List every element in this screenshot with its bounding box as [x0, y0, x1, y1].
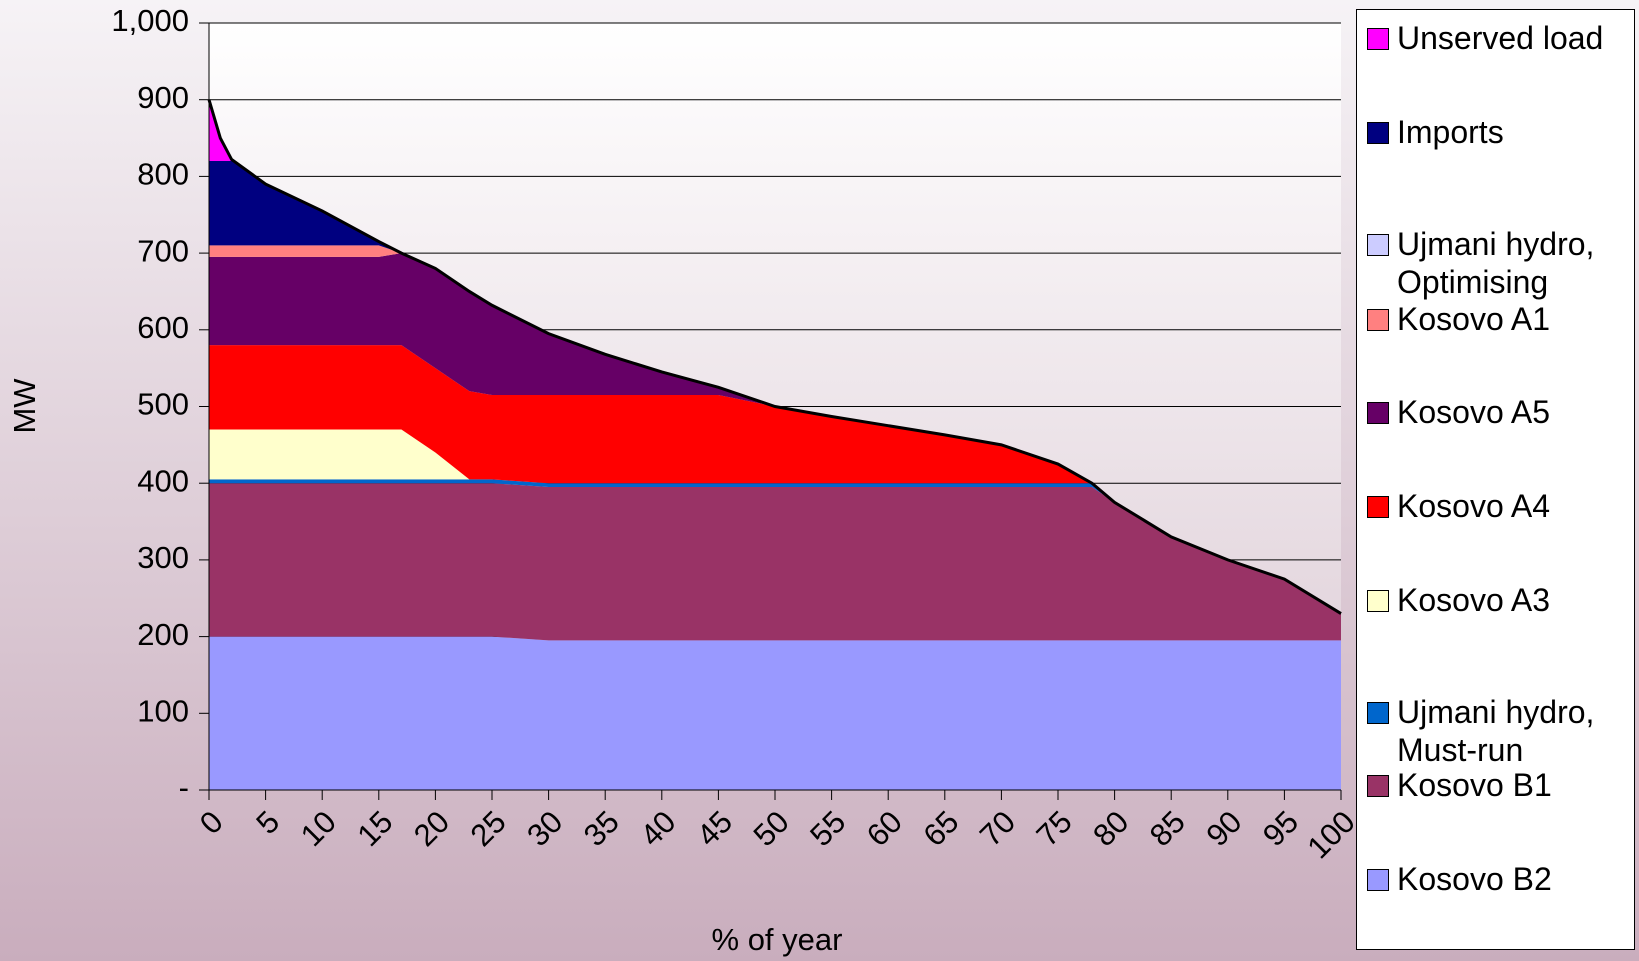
x-axis-label: % of year [712, 922, 843, 957]
y-tick-label: 300 [137, 540, 189, 575]
x-tick-label: 40 [633, 804, 682, 853]
legend-label: Kosovo A1 [1397, 301, 1550, 337]
x-tick-label: 30 [520, 804, 569, 853]
legend-label: Kosovo B1 [1397, 767, 1552, 803]
x-tick-label: 90 [1199, 804, 1248, 853]
x-tick-label: 20 [407, 804, 456, 853]
x-tick-label: 35 [577, 804, 626, 853]
x-tick-label: 15 [350, 804, 399, 853]
legend-label: Unserved load [1397, 20, 1604, 56]
x-tick-label: 80 [1086, 804, 1135, 853]
legend: Unserved load Imports Ujmani hydro, Optimi… [1356, 9, 1635, 950]
x-tick-label: 75 [1030, 804, 1079, 853]
legend-swatch [1367, 869, 1389, 891]
y-tick-label: 100 [137, 693, 189, 728]
y-tick-label: - [179, 770, 189, 805]
legend-label: Kosovo B2 [1397, 861, 1552, 897]
legend-entry: Kosovo B1 [1367, 766, 1635, 804]
legend-swatch [1367, 309, 1389, 331]
x-tick-label: 55 [803, 804, 852, 853]
area [209, 345, 1341, 614]
legend-entry: Ujmani hydro, Must-run [1367, 693, 1635, 769]
area [209, 636, 1341, 790]
y-tick-label: 500 [137, 387, 189, 422]
area [209, 483, 1341, 641]
legend-swatch [1367, 28, 1389, 50]
legend-label: Kosovo A3 [1397, 582, 1550, 618]
y-tick-label: 800 [137, 157, 189, 192]
legend-entry: Unserved load [1367, 19, 1635, 57]
x-tick-label: 65 [916, 804, 965, 853]
legend-entry: Ujmani hydro, Optimising [1367, 225, 1635, 301]
legend-entry: Kosovo A1 [1367, 300, 1635, 338]
legend-entry: Kosovo A5 [1367, 393, 1635, 431]
area [209, 429, 1341, 614]
legend-label: Kosovo A4 [1397, 488, 1550, 524]
legend-entry: Kosovo A3 [1367, 581, 1635, 619]
x-tick-label: 25 [464, 804, 513, 853]
legend-label: Kosovo A5 [1397, 394, 1550, 430]
x-tick-label: 60 [860, 804, 909, 853]
x-tick-label: 85 [1143, 804, 1192, 853]
legend-entry: Imports [1367, 113, 1635, 151]
x-tick-label: 45 [690, 804, 739, 853]
x-tick-label: 70 [973, 804, 1022, 853]
legend-swatch [1367, 702, 1389, 724]
legend-swatch [1367, 122, 1389, 144]
x-tick-label: 95 [1256, 804, 1305, 853]
legend-swatch [1367, 402, 1389, 424]
total-line [207, 99, 1342, 615]
y-tick-label: 200 [137, 617, 189, 652]
x-tick-label: 50 [747, 804, 796, 853]
y-tick-label: 400 [137, 463, 189, 498]
y-tick-label: 700 [137, 233, 189, 268]
legend-entry: Kosovo A4 [1367, 487, 1635, 525]
y-tick-label: 600 [137, 310, 189, 345]
y-axis-label: MW [7, 378, 42, 434]
legend-swatch [1367, 496, 1389, 518]
legend-swatch [1367, 590, 1389, 612]
y-tick-label: 1,000 [111, 3, 189, 38]
legend-label: Ujmani hydro, Optimising [1397, 226, 1595, 300]
x-tick-label: 100 [1300, 804, 1361, 865]
legend-swatch [1367, 775, 1389, 797]
area [209, 253, 1341, 614]
x-tick-label: 10 [294, 804, 343, 853]
legend-label: Imports [1397, 114, 1504, 150]
legend-entry: Kosovo B2 [1367, 860, 1635, 898]
legend-swatch [1367, 234, 1389, 256]
legend-label: Ujmani hydro, Must-run [1397, 694, 1595, 768]
y-tick-label: 900 [137, 80, 189, 115]
x-tick-label: 5 [249, 804, 286, 841]
x-tick-label: 0 [193, 804, 230, 841]
